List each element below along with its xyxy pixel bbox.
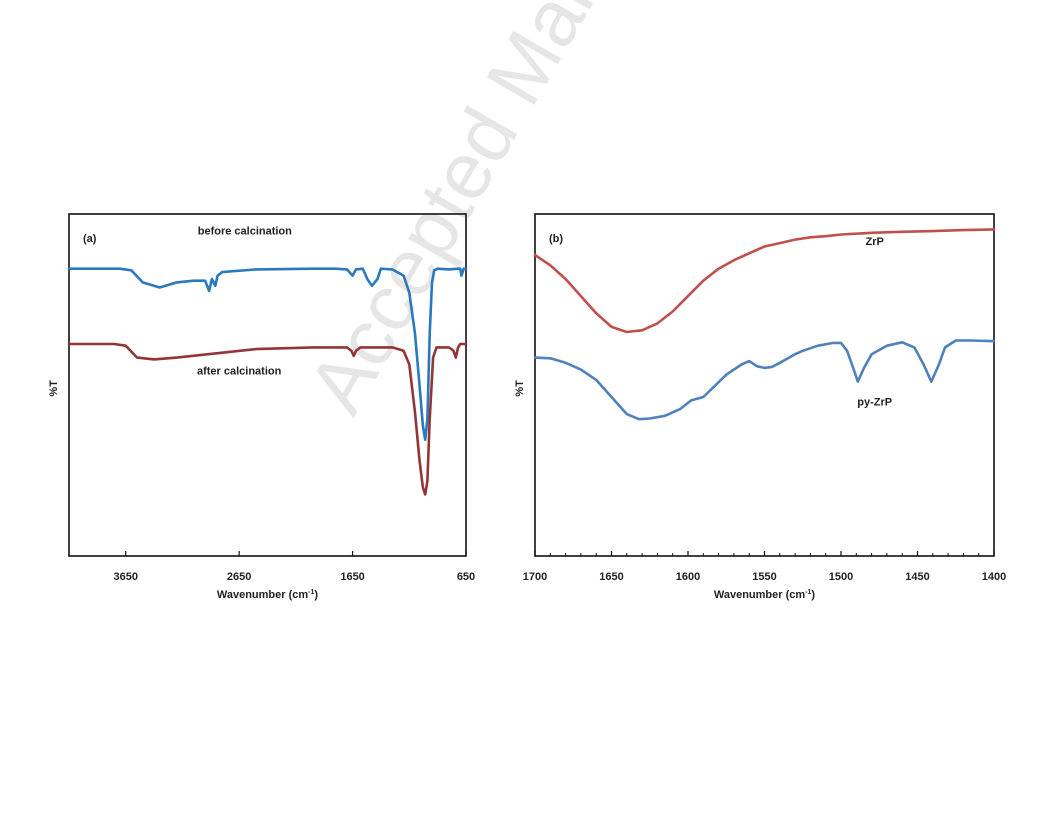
panel-label: (b) bbox=[549, 233, 563, 245]
chart-panel-b: 1700 1650 1600 1550 1500 1450 1400 Wavenumber (… bbox=[514, 213, 1006, 601]
series-line-py-zrp bbox=[533, 339, 996, 421]
series-line-after-calcination bbox=[67, 342, 468, 496]
x-tick-label: 1550 bbox=[752, 571, 776, 583]
panel-label: (a) bbox=[83, 233, 97, 245]
x-tick-label: 1650 bbox=[340, 571, 364, 583]
plot-frame bbox=[534, 213, 995, 557]
x-tick-label: 2650 bbox=[227, 571, 251, 583]
series-annotation: before calcination bbox=[198, 226, 292, 238]
x-tick-label: 1500 bbox=[829, 571, 853, 583]
x-tick-label: 1600 bbox=[676, 571, 700, 583]
x-tick-label: 1450 bbox=[905, 571, 929, 583]
x-tick-label: 3650 bbox=[113, 571, 137, 583]
series-annotation: after calcination bbox=[197, 366, 282, 378]
y-axis-title: %T bbox=[514, 380, 526, 397]
x-tick-label: 650 bbox=[457, 571, 475, 583]
series-annotation: py-ZrP bbox=[857, 397, 892, 409]
series-line-zrp bbox=[533, 228, 996, 334]
x-tick-label: 1700 bbox=[523, 571, 547, 583]
chart-panel-a: 3650 2650 1650 650 Wavenumber (cm-1) %T (a) bef… bbox=[48, 213, 475, 601]
plot-frame bbox=[68, 213, 467, 557]
x-tick-label: 1650 bbox=[599, 571, 623, 583]
series-annotation: ZrP bbox=[865, 236, 883, 248]
x-axis-title: Wavenumber (cm-1) bbox=[714, 589, 816, 601]
series-line-before-calcination bbox=[67, 267, 468, 441]
x-tick-label: 1400 bbox=[982, 571, 1006, 583]
x-axis-title: Wavenumber (cm-1) bbox=[217, 589, 319, 601]
y-axis-title: %T bbox=[48, 380, 60, 397]
